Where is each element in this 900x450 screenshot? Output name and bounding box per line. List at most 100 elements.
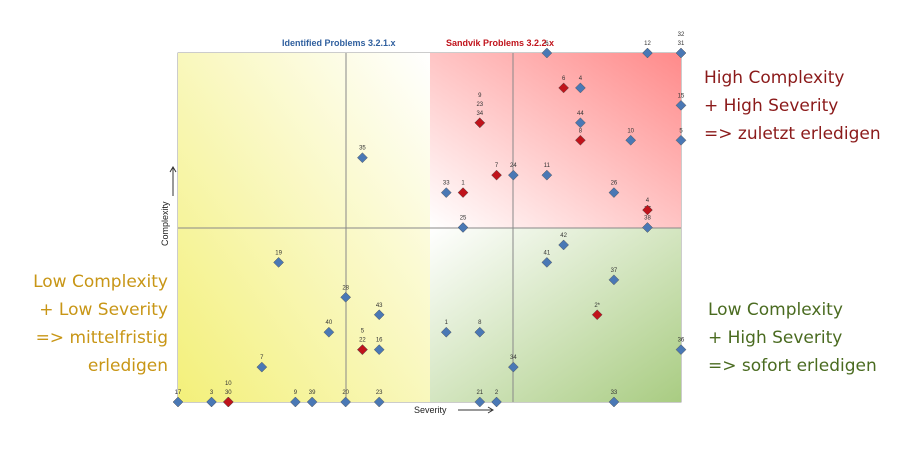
data-point-label: 17 (175, 390, 182, 396)
data-point (575, 117, 586, 129)
data-point (491, 396, 502, 408)
data-point (457, 222, 469, 233)
x-axis-arrowhead (487, 406, 494, 414)
data-point-label: 10 (225, 381, 232, 387)
data-point-label: 36 (678, 338, 685, 344)
data-point (491, 169, 502, 181)
annotation-line: + Low Severity (39, 300, 168, 320)
data-point-label: 30 (225, 390, 232, 396)
data-point (474, 326, 486, 338)
data-point (558, 82, 569, 94)
data-point-label: 8 (579, 128, 583, 134)
data-point-label: 24 (510, 163, 517, 169)
data-point (373, 396, 385, 408)
data-point (507, 361, 519, 373)
data-point (222, 396, 234, 408)
data-point-label: 32 (678, 32, 685, 38)
data-point (323, 326, 335, 338)
data-point-label: 10 (627, 128, 634, 134)
data-point-label: 6 (562, 76, 566, 82)
data-point-label: 41 (544, 250, 551, 256)
data-point-label: 31 (678, 41, 685, 47)
data-point-label: 22 (359, 338, 366, 344)
annotation-line: erledigen (87, 356, 168, 376)
data-point (541, 169, 553, 181)
data-point (625, 134, 637, 146)
data-point (474, 117, 486, 129)
data-point (172, 396, 184, 408)
annotation-low-high: Low Complexity + High Severity => sofort… (708, 296, 877, 380)
data-point-label: 23 (376, 390, 383, 396)
data-point (608, 274, 620, 286)
data-point (440, 187, 452, 198)
data-point (273, 257, 284, 268)
data-point-label: 23 (476, 102, 483, 108)
data-point (642, 222, 653, 233)
annotation-line: => sofort erledigen (708, 356, 877, 376)
data-point (541, 257, 553, 268)
data-point-label: 6 (545, 41, 549, 47)
data-point-label: 7 (495, 163, 499, 169)
data-point (608, 396, 620, 408)
data-point-label: 2* (594, 303, 600, 309)
data-point (357, 344, 368, 356)
data-point (306, 396, 318, 408)
data-point (357, 152, 368, 164)
annotation-line: Low Complexity (708, 300, 843, 320)
data-point-label: 7 (260, 355, 264, 361)
data-point (675, 134, 687, 146)
x-axis-label: Severity (414, 405, 447, 415)
annotation-low-low: Low Complexity + Low Severity => mittelf… (33, 268, 168, 380)
data-point-label: 28 (342, 285, 349, 291)
data-point (373, 344, 385, 356)
annotation-line: + High Severity (708, 328, 843, 348)
data-point (256, 361, 268, 373)
data-point-label: 34 (476, 111, 483, 117)
data-point-label: 37 (611, 268, 618, 274)
data-point-label: 39 (309, 390, 316, 396)
data-point-label: 11 (544, 163, 551, 169)
data-point-label: 33 (611, 390, 618, 396)
data-point-label: 5 (361, 329, 365, 335)
annotation-line: High Complexity (704, 68, 845, 88)
data-point-label: 34 (510, 355, 517, 361)
data-point-label: 35 (359, 146, 366, 152)
data-point (675, 99, 687, 111)
data-point-label: 20 (342, 390, 349, 396)
data-point (290, 396, 301, 408)
data-point-label: 3 (210, 390, 214, 396)
data-point-label: 33 (443, 181, 450, 187)
data-point (340, 291, 352, 303)
annotation-line: + High Severity (704, 96, 839, 116)
data-point (642, 47, 653, 59)
series-title-sandvik: Sandvik Problems 3.2.2.x (446, 38, 555, 48)
data-point (675, 47, 687, 59)
data-point-label: 2 (495, 390, 499, 396)
data-point-label: 1 (445, 320, 449, 326)
data-point (474, 396, 486, 408)
data-point (373, 309, 385, 321)
annotation-line: => zuletzt erledigen (704, 124, 881, 144)
annotation-line: => mittelfristig (35, 328, 168, 348)
data-point-label: 16 (376, 338, 383, 344)
data-point-label: 21 (476, 390, 483, 396)
annotation-line: Low Complexity (33, 272, 168, 292)
data-point-label: 25 (460, 216, 467, 222)
data-point-label: 12 (644, 41, 651, 47)
data-point-label: 1 (461, 181, 465, 187)
data-point (507, 169, 519, 181)
data-point (340, 396, 352, 408)
data-point-label: 40 (326, 320, 333, 326)
data-point-label: 15 (678, 93, 685, 99)
data-point (206, 396, 217, 408)
data-point-label: 9 (478, 93, 482, 99)
data-point (440, 326, 452, 338)
y-axis-arrowhead (169, 166, 177, 173)
data-point (558, 239, 569, 251)
zone-high-high (430, 53, 681, 228)
data-point (608, 187, 620, 198)
annotation-high-high: High Complexity + High Severity => zulet… (704, 64, 881, 148)
data-point (541, 47, 553, 59)
data-point-label: 38 (644, 216, 651, 222)
